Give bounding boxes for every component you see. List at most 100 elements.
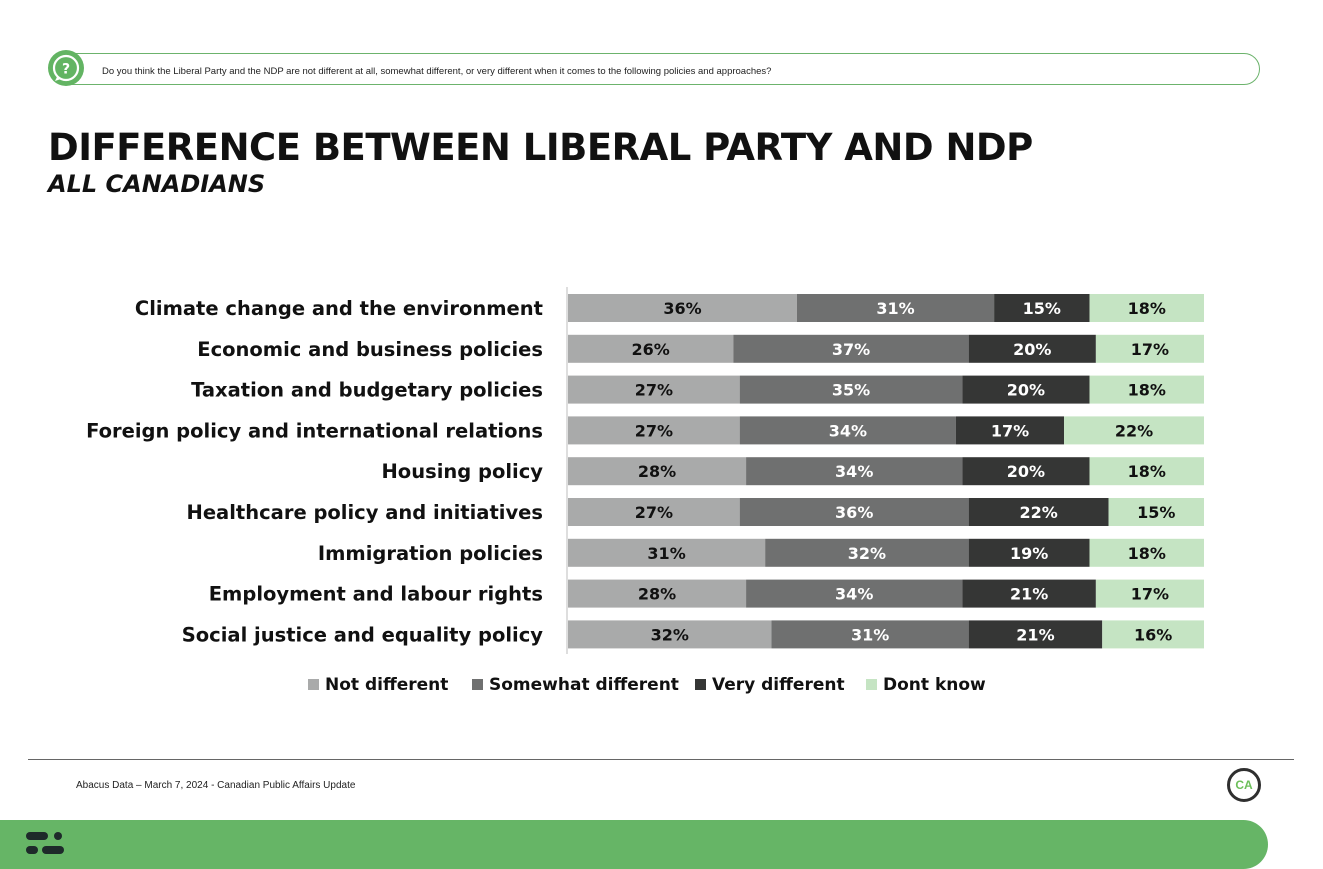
- stacked-bar-chart: Climate change and the environment 36% 31%…: [86, 287, 1204, 695]
- data-label: 19%: [1010, 544, 1048, 563]
- legend-label: Somewhat different: [489, 675, 679, 695]
- category-label: Social justice and equality policy: [182, 623, 544, 646]
- bar-segment: [796, 294, 995, 322]
- data-label: 28%: [638, 585, 676, 604]
- bar-segment: [955, 416, 1065, 445]
- bar-segment: [739, 498, 969, 526]
- bar-segment: [771, 620, 969, 649]
- legend-label: Not different: [325, 675, 448, 695]
- data-label: 27%: [635, 421, 673, 440]
- bar-segment: [1089, 538, 1204, 567]
- bar-segment: [568, 620, 772, 649]
- bar-segment: [968, 334, 1096, 363]
- bar-segment: [746, 457, 963, 486]
- ca-logo: CA: [1227, 768, 1261, 802]
- data-label: 20%: [1007, 462, 1045, 481]
- category-label: Taxation and budgetary policies: [191, 379, 543, 402]
- data-label: 16%: [1134, 625, 1172, 644]
- category-label: Economic and business policies: [197, 338, 543, 361]
- bar-segment: [568, 375, 740, 404]
- data-label: 18%: [1128, 462, 1166, 481]
- data-label: 20%: [1007, 381, 1045, 400]
- legend-swatch: [308, 679, 319, 690]
- data-label: 31%: [647, 544, 685, 563]
- bar-segment: [568, 498, 740, 526]
- data-label: 17%: [1131, 585, 1169, 604]
- data-label: 27%: [635, 381, 673, 400]
- legend-label: Very different: [712, 675, 845, 695]
- bar-segment: [746, 579, 963, 608]
- data-label: 27%: [635, 503, 673, 522]
- data-label: 18%: [1128, 544, 1166, 563]
- bar-segment: [568, 334, 734, 363]
- legend-swatch: [866, 679, 877, 690]
- data-label: 21%: [1010, 585, 1048, 604]
- data-label: 20%: [1013, 340, 1051, 359]
- bar-segment: [1064, 416, 1204, 445]
- question-icon: ?: [48, 50, 84, 86]
- data-label: 17%: [991, 421, 1029, 440]
- bar-segment: [962, 457, 1090, 486]
- bar-segment: [1108, 498, 1204, 526]
- data-label: 36%: [663, 299, 701, 318]
- category-label: Housing policy: [381, 460, 543, 483]
- data-label: 37%: [832, 340, 870, 359]
- bar-segment: [962, 375, 1090, 404]
- bar-segment: [1089, 457, 1204, 486]
- bar-segment: [1089, 375, 1204, 404]
- category-label: Employment and labour rights: [209, 583, 543, 606]
- data-label: 17%: [1131, 340, 1169, 359]
- data-label: 34%: [829, 421, 867, 440]
- data-label: 18%: [1128, 381, 1166, 400]
- data-label: 26%: [632, 340, 670, 359]
- bar-segment: [1095, 334, 1204, 363]
- category-label: Healthcare policy and initiatives: [187, 501, 543, 524]
- bar-segment: [1102, 620, 1204, 649]
- data-label: 15%: [1137, 503, 1175, 522]
- data-label: 34%: [835, 462, 873, 481]
- data-label: 34%: [835, 585, 873, 604]
- data-label: 28%: [638, 462, 676, 481]
- data-label: 22%: [1019, 503, 1057, 522]
- data-label: 31%: [851, 625, 889, 644]
- data-label: 31%: [876, 299, 914, 318]
- abacus-logo-icon: [26, 832, 64, 854]
- data-label: 35%: [832, 381, 870, 400]
- page-subtitle: ALL CANADIANS: [48, 170, 266, 198]
- legend-label: Dont know: [883, 675, 986, 695]
- bar-segment: [568, 579, 747, 608]
- data-label: 22%: [1115, 421, 1153, 440]
- bar-segment: [733, 334, 969, 363]
- source-note: Abacus Data – March 7, 2024 - Canadian P…: [76, 780, 356, 791]
- data-label: 36%: [835, 503, 873, 522]
- data-label: 18%: [1128, 299, 1166, 318]
- bar-segment: [739, 416, 956, 445]
- category-label: Climate change and the environment: [135, 297, 543, 320]
- bar-segment: [968, 498, 1109, 526]
- page-title: DIFFERENCE BETWEEN LIBERAL PARTY AND NDP: [48, 126, 1033, 169]
- category-label: Immigration policies: [318, 542, 543, 565]
- footer-divider: [28, 759, 1294, 760]
- category-label: Foreign policy and international relatio…: [86, 419, 543, 442]
- bar-segment: [1095, 579, 1204, 608]
- footer-band: [0, 820, 1268, 869]
- data-label: 21%: [1016, 625, 1054, 644]
- bar-segment: [994, 294, 1090, 322]
- legend-swatch: [695, 679, 706, 690]
- bar-segment: [765, 538, 969, 567]
- bar-segment: [568, 538, 766, 567]
- data-label: 15%: [1023, 299, 1061, 318]
- bar-segment: [968, 620, 1103, 649]
- data-label: 32%: [651, 625, 689, 644]
- question-text: Do you think the Liberal Party and the N…: [102, 66, 772, 77]
- bar-segment: [568, 416, 740, 445]
- data-label: 32%: [848, 544, 886, 563]
- bar-segment: [739, 375, 963, 404]
- svg-text:?: ?: [62, 62, 70, 78]
- legend-swatch: [472, 679, 483, 690]
- bar-segment: [1089, 294, 1204, 322]
- bar-segment: [568, 457, 747, 486]
- bar-segment: [568, 294, 797, 322]
- bar-segment: [962, 579, 1096, 608]
- bar-segment: [968, 538, 1090, 567]
